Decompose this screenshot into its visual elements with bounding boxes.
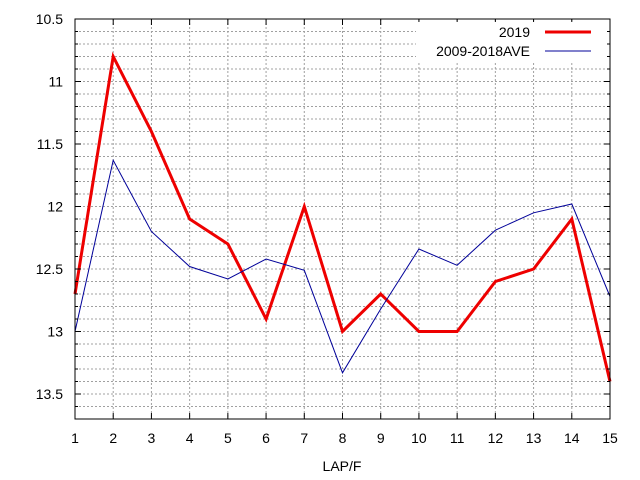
legend-label: 2009-2018AVE (436, 43, 530, 59)
x-tick-label: 6 (262, 430, 270, 446)
series-layer (73, 51, 612, 382)
y-tick-label: 12 (47, 199, 63, 215)
x-tick-label: 15 (602, 430, 618, 446)
y-tick-label: 13.5 (36, 386, 63, 402)
x-tick-label: 2 (109, 430, 117, 446)
x-tick-label: 10 (411, 430, 427, 446)
legend: 2019 2009-2018AVE (416, 22, 606, 62)
x-tick-label: 7 (300, 430, 308, 446)
y-tick-labels: 10.5 11 11.5 12 12.5 13 13.5 (36, 11, 63, 402)
x-tick-label: 4 (186, 430, 194, 446)
x-tick-label: 12 (488, 430, 504, 446)
legend-background (416, 22, 606, 62)
x-tick-label: 5 (224, 430, 232, 446)
x-tick-label: 3 (148, 430, 156, 446)
legend-label: 2019 (499, 24, 530, 40)
x-tick-labels: 1 2 3 4 5 6 7 8 9 10 11 12 13 14 15 (71, 430, 618, 446)
x-tick-label: 13 (526, 430, 542, 446)
x-tick-label: 1 (71, 430, 79, 446)
grid (75, 19, 610, 419)
y-tick-label: 13 (47, 324, 63, 340)
x-axis-label: LAP/F (323, 458, 362, 474)
y-tick-label: 10.5 (36, 11, 63, 27)
y-tick-label: 12.5 (36, 261, 63, 277)
x-tick-label: 9 (377, 430, 385, 446)
x-tick-label: 8 (339, 430, 347, 446)
y-tick-label: 11 (48, 74, 63, 90)
x-tick-label: 14 (564, 430, 580, 446)
x-tick-label: 11 (450, 430, 465, 446)
y-tick-label: 11.5 (37, 136, 63, 152)
series-line-primary (73, 51, 612, 382)
series-line-average (74, 158, 611, 374)
